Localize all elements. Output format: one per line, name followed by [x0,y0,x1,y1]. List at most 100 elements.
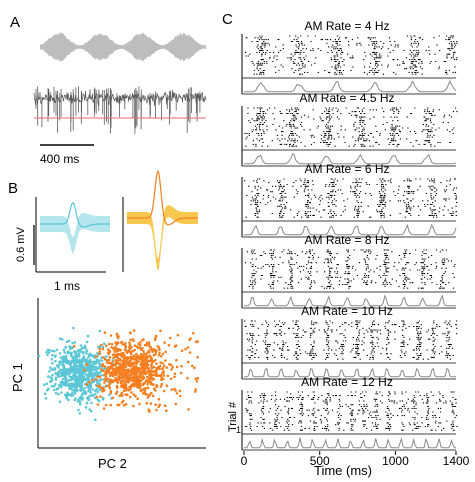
cluster2-point [99,395,102,398]
cluster2-point [142,338,145,341]
cluster2-point [148,409,151,412]
cluster2-point [146,380,149,383]
cluster2-point [139,370,142,374]
cluster2-point [111,396,115,400]
cluster2-point [155,369,158,373]
cluster2-point [125,362,129,365]
cluster2-point [131,338,135,341]
cluster2-point [149,382,153,386]
cluster2-point [147,367,151,370]
cluster2-point [149,364,153,368]
cluster2-points [72,329,200,413]
cluster1-point [82,350,85,354]
cluster1-point [78,400,82,404]
cluster1-point [73,350,76,354]
cluster1-point [59,368,62,372]
cluster2-point [127,357,130,360]
cluster1-point [76,388,79,392]
cluster1-point [84,359,88,363]
cluster2-point [120,379,123,383]
cluster1-point [68,378,71,382]
cluster2-point [155,362,158,366]
cluster2-point [112,347,115,351]
time-axis-tick-label: 1000 [382,454,409,468]
cluster2-point [164,350,167,354]
cluster2-point [132,404,135,408]
cluster1-point [45,382,48,386]
waveform-time-scale-label: 1 ms [54,279,80,293]
cluster2-point [117,335,120,338]
cluster2-point [137,342,140,346]
cluster2-point [104,372,108,375]
cluster1-point [92,380,96,384]
cluster2-point [145,401,149,405]
neural-recording-trace [33,89,207,107]
cluster1-point [54,354,57,357]
cluster2-point [114,376,117,380]
cluster1-point [98,329,102,333]
cluster1-point [85,340,89,344]
cluster2-point [109,391,113,395]
cluster2-point [96,375,99,378]
cluster2-point [105,361,109,364]
cluster2-point [175,358,178,362]
cluster1-point [76,375,79,378]
cluster2-point [184,347,187,351]
cluster1-point [43,392,47,396]
cluster2-point [72,344,76,348]
cluster2-point [174,344,178,347]
cluster2-point [127,388,130,392]
cluster2-point [136,376,139,380]
cluster1-point [85,352,88,355]
cluster2-point [128,385,131,389]
cluster1-point [37,354,41,358]
cluster1-point [80,381,84,384]
cluster2-point [112,379,116,382]
cluster1-point [81,397,85,400]
cluster2-point [122,357,126,360]
cluster2-point [100,368,103,371]
cluster2-point [139,356,143,359]
panel-label-b: B [8,180,18,197]
cluster1-point [88,369,92,372]
cluster1-point [78,412,82,415]
cluster2-point [128,331,132,335]
cluster2-point [129,379,133,382]
cluster2-point [121,394,124,398]
cluster2-point [139,389,143,392]
cluster2-point [103,365,107,368]
psth-line [244,294,456,307]
cluster2-point [98,375,101,379]
time-axis-label: Time (ms) [314,463,372,478]
cluster2-point [173,372,177,376]
cluster2-point [100,387,104,391]
cluster2-point [114,345,117,349]
time-scale-label: 400 ms [40,152,79,166]
cluster2-point [149,347,153,351]
cluster2-point [134,367,138,371]
cluster2-point [153,370,156,374]
cluster2-point [122,364,126,367]
cluster1-point [80,361,84,364]
cluster1-point [91,388,95,391]
cluster1-point [98,388,102,392]
cluster2-point [190,364,194,368]
cluster1-point [65,396,68,400]
cluster1-point [74,383,77,386]
cluster1-point [62,360,65,364]
cluster1-point [71,346,74,350]
cluster2-point [135,369,138,373]
cluster2-point [128,347,132,351]
cluster2-point [134,384,137,387]
cluster1-point [47,375,50,378]
cluster2-point [106,377,110,381]
cluster2-point [138,402,141,406]
cluster1-point [72,377,75,381]
cluster2-point [171,365,174,369]
cluster1-point [73,362,77,366]
cluster1-point [85,373,88,377]
cluster2-point [112,356,115,360]
cluster2-point [109,403,113,407]
cluster1-point [70,359,73,363]
cluster1-point [95,388,98,391]
